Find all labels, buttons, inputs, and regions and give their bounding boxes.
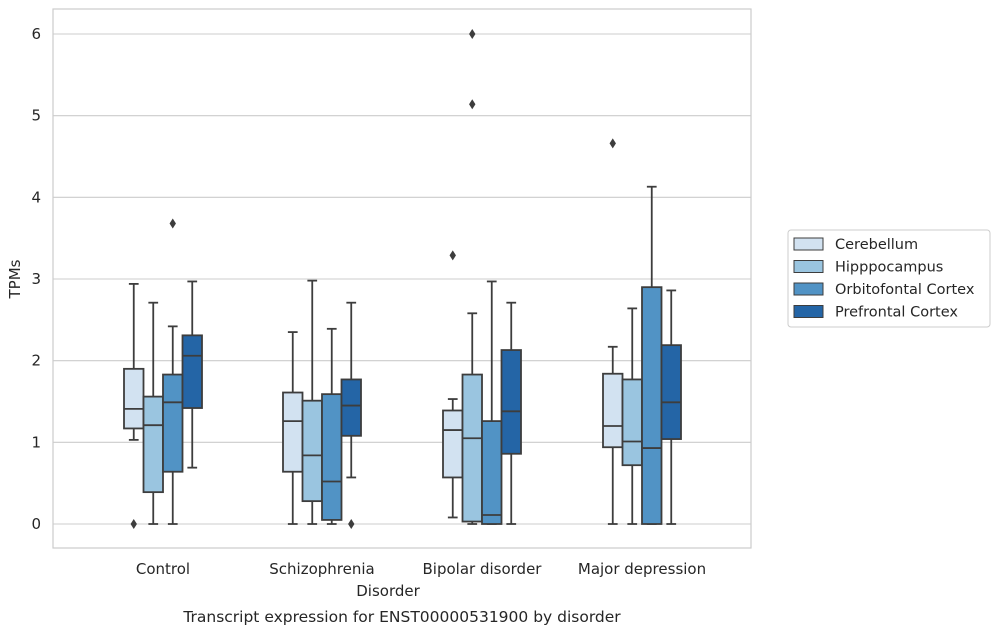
y-tick-label: 3	[31, 270, 41, 288]
box-iqr	[142, 395, 164, 494]
outlier-point	[348, 519, 355, 529]
outlier-point	[130, 519, 137, 529]
legend-label: Prefrontal Cortex	[835, 305, 958, 321]
box-iqr	[481, 420, 503, 525]
box-iqr	[301, 399, 323, 503]
y-tick-label: 0	[31, 515, 41, 533]
outlier-point	[609, 138, 616, 149]
box-iqr	[621, 378, 643, 467]
plot-area-frame	[52, 8, 752, 549]
box-2-2	[481, 280, 503, 525]
y-axis-ticks: 0 1 2 3 4 5 6	[31, 25, 41, 533]
legend-label: Cerebellum	[835, 237, 918, 253]
x-tick-label: Control	[136, 560, 190, 578]
legend-swatch	[793, 305, 824, 318]
y-tick-label: 4	[31, 188, 41, 206]
x-tick-label: Schizophrenia	[269, 560, 374, 578]
y-tick-label: 6	[31, 25, 41, 43]
y-tick-label: 5	[31, 107, 41, 125]
box-iqr	[602, 372, 624, 449]
legend: Cerebellum Hipppocampus Orbitofontal Corte…	[787, 229, 991, 328]
y-tick-label: 1	[31, 433, 41, 451]
box-2-0	[442, 250, 464, 519]
box-0-3	[181, 280, 203, 469]
outlier-point	[469, 29, 476, 39]
legend-label: Hipppocampus	[835, 260, 943, 276]
box-iqr	[500, 349, 522, 455]
box-iqr	[340, 378, 362, 437]
outlier-point	[169, 218, 176, 229]
x-tick-label: Bipolar disorder	[423, 560, 543, 578]
box-iqr	[641, 286, 663, 525]
legend-label: Orbitofontal Cortex	[835, 282, 975, 298]
box-0-1	[142, 301, 164, 525]
legend-swatch	[793, 260, 824, 273]
legend-frame	[787, 229, 991, 328]
legend-swatch	[793, 282, 824, 296]
box-2-1	[461, 29, 483, 525]
legend-swatch	[793, 237, 824, 251]
x-axis-label: Disorder	[356, 582, 420, 600]
box-1-2	[321, 327, 343, 525]
box-1-3	[340, 301, 362, 529]
x-axis-ticks: Control Schizophrenia Bipolar disorder Majo…	[136, 560, 706, 578]
box-iqr	[282, 391, 304, 473]
box-iqr	[162, 373, 184, 473]
box-iqr	[181, 334, 203, 409]
box-iqr	[321, 393, 343, 521]
x-tick-label: Major depression	[578, 560, 706, 578]
box-iqr	[123, 367, 145, 430]
chart-title: Transcript expression for ENST0000053190…	[182, 608, 621, 626]
outlier-point	[449, 250, 456, 261]
box-iqr	[660, 344, 682, 440]
outlier-point	[469, 99, 476, 110]
y-axis-label: TPMs	[6, 259, 24, 299]
y-tick-label: 2	[31, 352, 41, 370]
box-3-3	[660, 289, 682, 525]
box-iqr	[442, 409, 464, 479]
plot-marks	[123, 29, 682, 529]
box-iqr	[461, 373, 483, 523]
box-0-2	[162, 218, 184, 525]
box-1-0	[282, 331, 304, 525]
box-2-3	[500, 301, 522, 525]
